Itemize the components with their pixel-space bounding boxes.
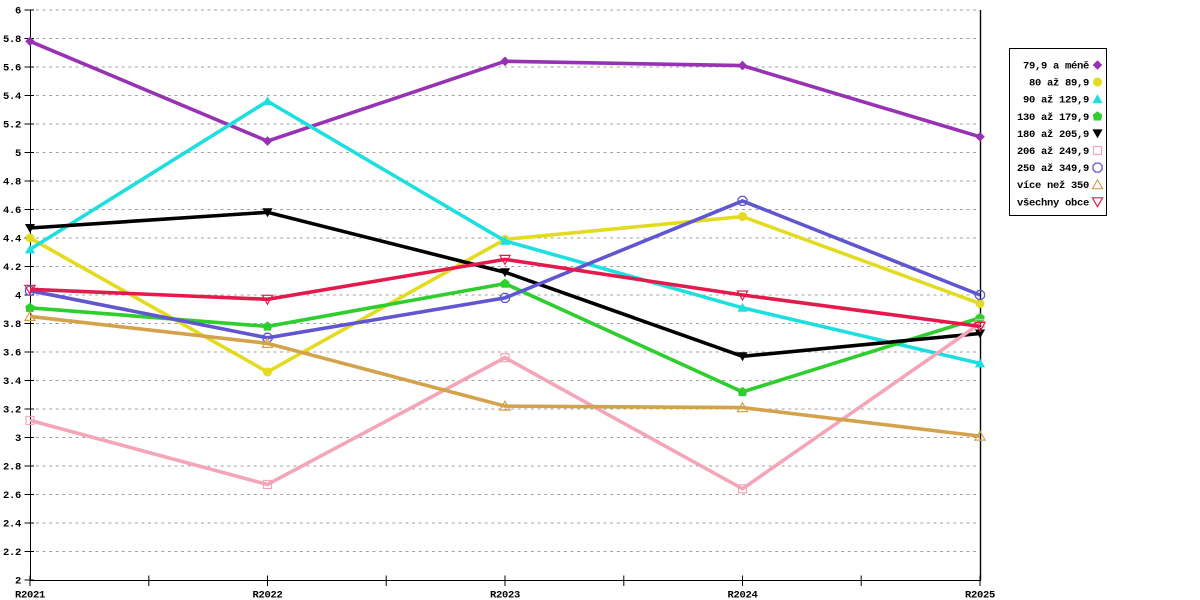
svg-text:5: 5 xyxy=(15,148,21,160)
svg-text:5.4: 5.4 xyxy=(3,91,21,103)
svg-text:90 až 129,9: 90 až 129,9 xyxy=(1023,95,1089,107)
svg-text:5.2: 5.2 xyxy=(3,120,21,132)
svg-text:2.4: 2.4 xyxy=(3,519,21,531)
svg-text:130 až 179,9: 130 až 179,9 xyxy=(1017,112,1089,124)
svg-text:4: 4 xyxy=(15,291,21,303)
svg-text:5.8: 5.8 xyxy=(3,34,21,46)
svg-text:R2025: R2025 xyxy=(965,590,995,600)
svg-text:4.8: 4.8 xyxy=(3,177,21,189)
svg-text:R2021: R2021 xyxy=(15,590,45,600)
svg-text:3.2: 3.2 xyxy=(3,405,21,417)
svg-text:3.6: 3.6 xyxy=(3,348,21,360)
svg-text:5.6: 5.6 xyxy=(3,63,21,75)
svg-text:206 až 249,9: 206 až 249,9 xyxy=(1017,146,1089,158)
svg-text:250 až 349,9: 250 až 349,9 xyxy=(1017,163,1089,175)
svg-text:3: 3 xyxy=(15,433,21,445)
svg-text:2.6: 2.6 xyxy=(3,490,21,502)
svg-text:3.8: 3.8 xyxy=(3,319,21,331)
svg-text:4.6: 4.6 xyxy=(3,205,21,217)
svg-text:2: 2 xyxy=(15,576,21,588)
svg-text:více než 350: více než 350 xyxy=(1017,180,1089,192)
svg-text:79,9 a méně: 79,9 a méně xyxy=(1023,61,1089,73)
svg-text:2.2: 2.2 xyxy=(3,547,21,559)
svg-text:R2024: R2024 xyxy=(727,590,757,600)
svg-text:80 až 89,9: 80 až 89,9 xyxy=(1029,78,1089,90)
svg-text:R2023: R2023 xyxy=(490,590,520,600)
svg-text:R2022: R2022 xyxy=(252,590,282,600)
svg-text:3.4: 3.4 xyxy=(3,376,21,388)
svg-text:2.8: 2.8 xyxy=(3,462,21,474)
svg-text:180 až 205,9: 180 až 205,9 xyxy=(1017,129,1089,141)
svg-text:všechny obce: všechny obce xyxy=(1017,197,1089,209)
svg-text:6: 6 xyxy=(15,6,21,18)
svg-text:4.2: 4.2 xyxy=(3,262,21,274)
svg-text:4.4: 4.4 xyxy=(3,234,21,246)
